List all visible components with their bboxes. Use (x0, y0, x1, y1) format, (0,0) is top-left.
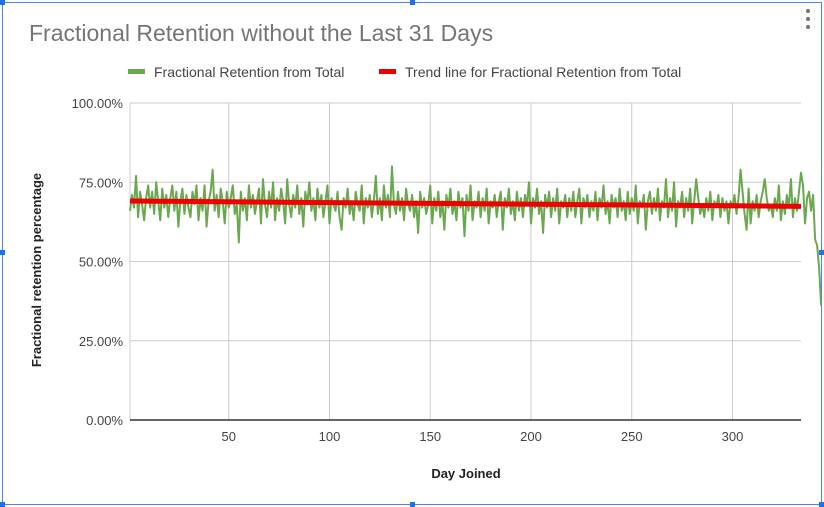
y-tick-label: 25.00% (79, 334, 124, 349)
resize-handle-bottom-center[interactable] (410, 502, 415, 507)
series-line-retention[interactable] (129, 165, 823, 306)
y-tick-label: 100.00% (72, 96, 124, 111)
x-axis-title: Day Joined (431, 466, 500, 481)
x-tick-label: 200 (520, 429, 542, 444)
resize-handle-middle-left[interactable] (0, 250, 5, 255)
resize-handle-bottom-left[interactable] (0, 502, 5, 507)
legend-swatch-retention (128, 69, 145, 74)
x-tick-label: 150 (419, 429, 441, 444)
x-tick-label: 300 (722, 429, 744, 444)
y-gridlines (130, 102, 801, 342)
x-tick-labels: 50 100 150 200 250 300 (222, 429, 744, 444)
y-tick-label: 50.00% (79, 255, 124, 270)
resize-handle-top-left[interactable] (0, 0, 5, 5)
series-line-trend[interactable] (129, 198, 802, 209)
resize-handle-bottom-right[interactable] (819, 502, 824, 507)
chart-title: Fractional Retention without the Last 31… (29, 20, 494, 46)
y-axis-title: Fractional retention percentage (29, 173, 44, 367)
x-tick-label: 50 (222, 429, 236, 444)
y-tick-label: 0.00% (86, 413, 123, 428)
x-tick-label: 100 (319, 429, 341, 444)
legend-label-retention: Fractional Retention from Total (154, 64, 345, 80)
x-tick-label: 250 (621, 429, 643, 444)
y-tick-label: 75.00% (79, 175, 124, 190)
legend: Fractional Retention from Total Trend li… (0, 63, 824, 81)
y-tick-labels: 0.00% 25.00% 50.00% 75.00% 100.00% (72, 96, 124, 428)
more-vert-icon[interactable] (804, 8, 812, 30)
resize-handle-middle-right[interactable] (819, 250, 824, 255)
x-gridlines (129, 103, 733, 420)
legend-label-trend: Trend line for Fractional Retention from… (405, 64, 682, 80)
legend-swatch-trend (379, 69, 396, 74)
resize-handle-top-center[interactable] (410, 0, 415, 5)
